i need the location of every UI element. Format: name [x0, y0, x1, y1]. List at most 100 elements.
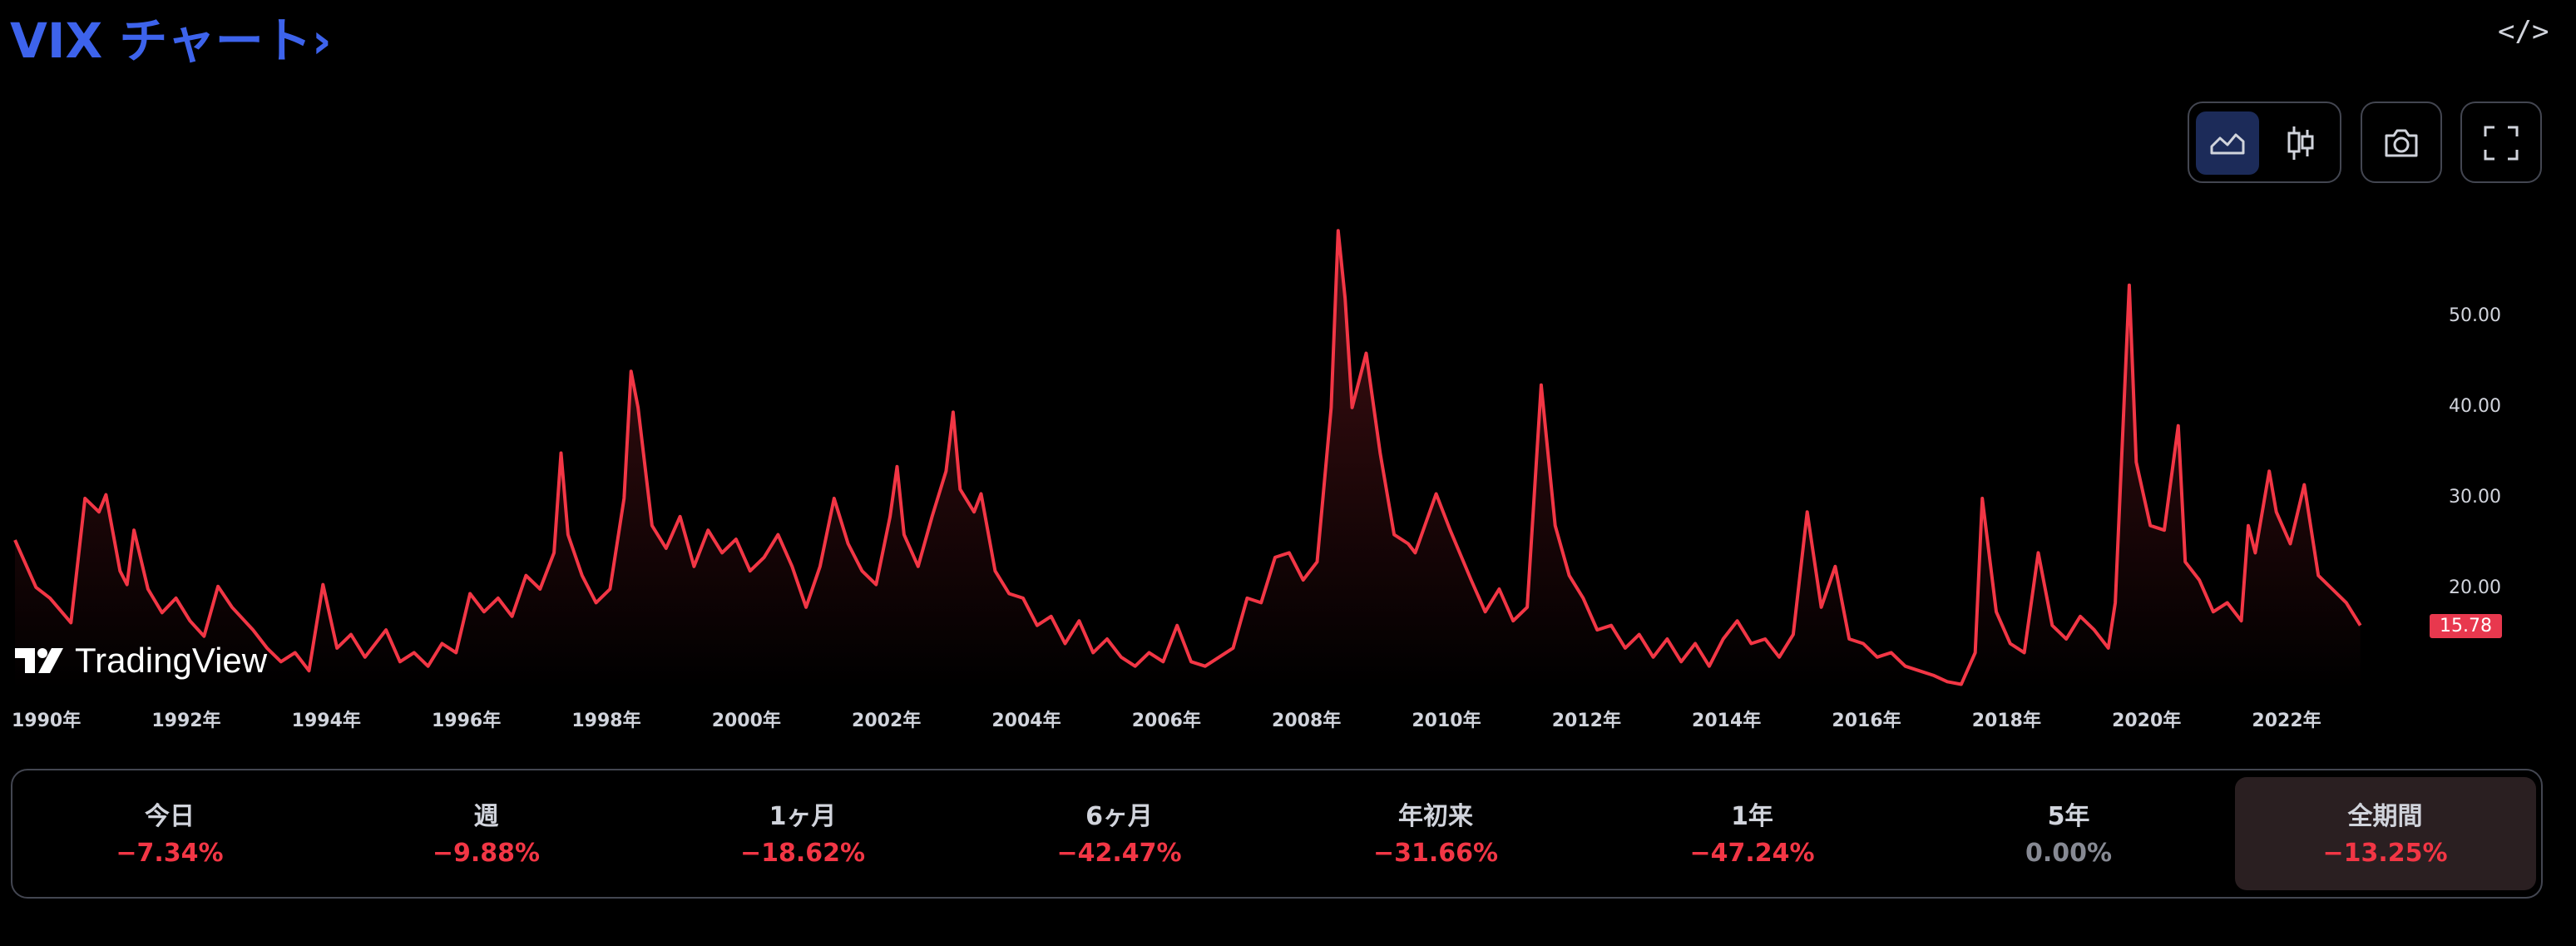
data-point — [608, 587, 611, 591]
data-point — [2359, 624, 2362, 627]
data-point — [2134, 460, 2138, 463]
performance-period-5[interactable]: 1年 −47.24% — [1602, 777, 1903, 890]
data-point — [126, 583, 129, 587]
data-point — [1511, 619, 1515, 622]
data-point — [749, 569, 752, 572]
data-point — [1021, 597, 1025, 600]
performance-period-0[interactable]: 今日 −7.34% — [19, 777, 320, 890]
data-point — [1413, 551, 1417, 554]
data-point — [706, 528, 710, 532]
data-point — [560, 452, 563, 455]
time-tick-label: 2018年 — [1971, 711, 2041, 731]
data-point — [175, 597, 178, 600]
data-point — [1259, 601, 1263, 604]
data-point — [679, 515, 682, 518]
data-point — [860, 569, 863, 572]
data-point — [1806, 510, 1809, 513]
data-point — [902, 533, 906, 537]
data-point — [1540, 384, 1543, 387]
data-point — [2037, 551, 2040, 554]
data-point — [1679, 660, 1683, 663]
data-point — [2302, 483, 2306, 487]
data-point — [874, 583, 878, 587]
performance-change-value: −47.24% — [1689, 839, 1815, 868]
snapshot-button[interactable] — [2370, 111, 2433, 175]
data-point — [2064, 637, 2068, 641]
data-point — [104, 493, 107, 497]
performance-period-3[interactable]: 6ヶ月 −42.47% — [969, 777, 1270, 890]
symbol-chart-link[interactable]: VIX チャート› — [10, 2, 332, 72]
data-point — [720, 551, 724, 554]
data-point — [1820, 606, 1823, 609]
performance-period-label: 1ヶ月 — [769, 802, 837, 831]
data-point — [2267, 469, 2271, 473]
fullscreen-group — [2460, 102, 2542, 183]
performance-period-7[interactable]: 全期間 −13.25% — [2234, 777, 2536, 890]
data-point — [1064, 642, 1067, 646]
data-point — [1365, 352, 1368, 355]
data-point — [2107, 646, 2110, 650]
price-tick-label: 20.00 — [2449, 577, 2501, 599]
area-chart-icon — [2210, 133, 2245, 155]
performance-change-value: −7.34% — [116, 839, 224, 868]
data-point — [896, 465, 899, 468]
data-point — [1931, 674, 1935, 677]
fullscreen-button[interactable] — [2470, 111, 2533, 175]
data-point — [1595, 628, 1599, 631]
time-tick-label: 2014年 — [1692, 711, 1762, 731]
performance-period-6[interactable]: 5年 0.00% — [1918, 777, 2219, 890]
data-point — [847, 542, 850, 546]
data-point — [1960, 683, 1963, 686]
code-brackets-icon[interactable]: </> — [2498, 15, 2549, 48]
data-point — [321, 583, 324, 587]
data-point — [2148, 524, 2152, 527]
data-point — [552, 551, 556, 554]
candlestick-button[interactable] — [2269, 111, 2332, 175]
data-point — [482, 610, 486, 613]
data-point — [132, 528, 136, 532]
tradingview-logo-icon — [15, 648, 63, 673]
data-point — [1435, 493, 1438, 496]
data-point — [1974, 651, 1977, 654]
tradingview-logo[interactable]: TradingView — [13, 641, 267, 681]
performance-period-4[interactable]: 年初来 −31.66% — [1285, 777, 1586, 890]
data-point — [595, 601, 598, 604]
data-point — [650, 524, 654, 527]
performance-period-2[interactable]: 1ヶ月 −18.62% — [652, 777, 953, 890]
data-point — [1007, 592, 1011, 596]
data-point — [83, 497, 87, 500]
price-tick-label: 40.00 — [2449, 395, 2501, 417]
data-point — [1609, 624, 1613, 627]
price-tick-label: 50.00 — [2449, 305, 2501, 326]
data-point — [833, 497, 836, 500]
data-point — [1148, 651, 1151, 654]
data-point — [427, 665, 430, 668]
area-chart-button[interactable] — [2196, 111, 2259, 175]
performance-period-1[interactable]: 週 −9.88% — [336, 777, 637, 890]
performance-change-value: 0.00% — [2025, 839, 2113, 868]
data-point — [958, 488, 962, 491]
time-tick-label: 1994年 — [291, 711, 361, 731]
data-point — [776, 533, 779, 537]
data-point — [1497, 587, 1501, 591]
data-point — [734, 537, 738, 541]
data-point — [1351, 406, 1354, 409]
vix-area-chart[interactable] — [0, 191, 2429, 691]
data-point — [952, 410, 955, 414]
data-point — [622, 497, 625, 500]
data-point — [1175, 624, 1179, 627]
data-point — [1316, 560, 1319, 563]
price-tick-label: 30.00 — [2449, 486, 2501, 508]
last-price-label: 15.78 — [2430, 614, 2502, 639]
data-point — [581, 574, 584, 577]
data-point — [763, 556, 766, 559]
data-point — [1568, 574, 1571, 577]
data-point — [384, 628, 388, 631]
data-point — [1708, 665, 1711, 668]
data-point — [2093, 628, 2096, 631]
data-point — [1343, 297, 1347, 300]
data-point — [308, 669, 311, 672]
data-point — [804, 606, 808, 609]
data-point — [1036, 624, 1039, 627]
performance-period-label: 6ヶ月 — [1085, 802, 1153, 831]
